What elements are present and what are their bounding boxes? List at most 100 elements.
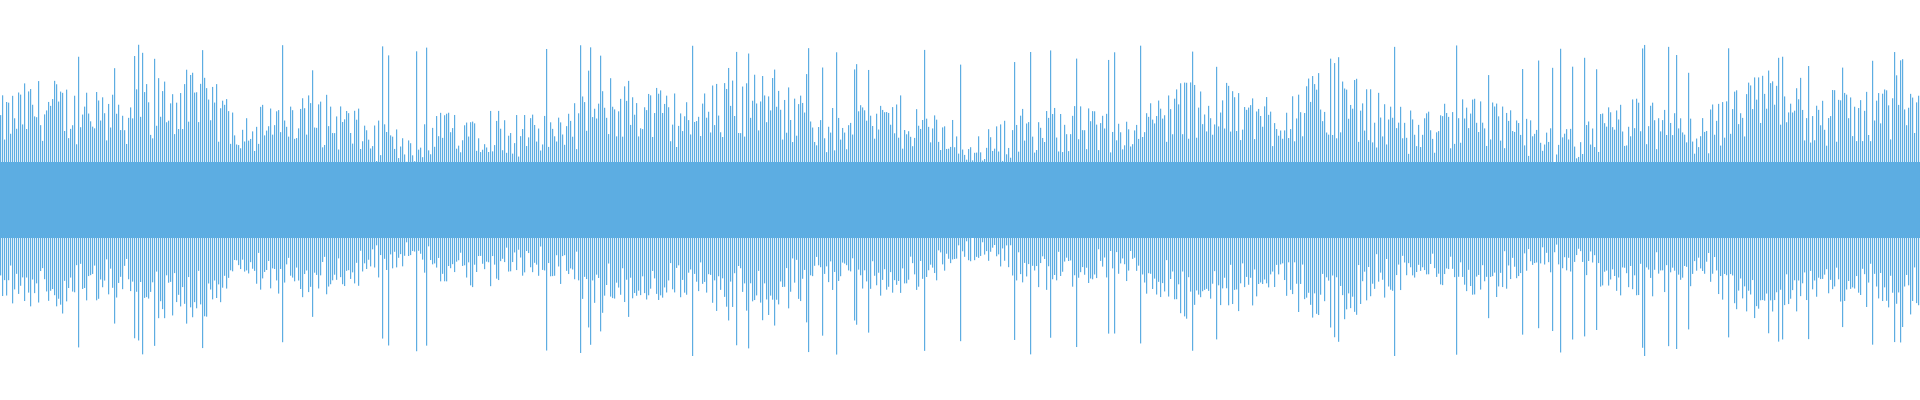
waveform-bar bbox=[454, 114, 456, 273]
waveform-bar bbox=[1016, 124, 1018, 281]
waveform-bar bbox=[1776, 85, 1778, 293]
waveform-bar bbox=[1390, 106, 1392, 290]
waveform-bar bbox=[512, 153, 514, 263]
waveform-bar bbox=[1240, 140, 1242, 284]
waveform-bar bbox=[1654, 120, 1656, 270]
waveform-bar bbox=[1412, 119, 1414, 276]
waveform-bar bbox=[258, 143, 260, 253]
waveform-bar bbox=[762, 76, 764, 321]
waveform-bar bbox=[96, 92, 98, 301]
waveform-bar bbox=[446, 113, 448, 282]
waveform-bar bbox=[48, 101, 50, 301]
waveform-bar bbox=[1316, 89, 1318, 314]
waveform-bar bbox=[1832, 89, 1834, 290]
waveform-bar bbox=[556, 141, 558, 256]
waveform-bar bbox=[326, 94, 328, 295]
waveform-bar bbox=[798, 104, 800, 299]
waveform-bar bbox=[876, 113, 878, 286]
waveform-bar bbox=[1696, 138, 1698, 271]
waveform-bar bbox=[1732, 109, 1734, 276]
waveform-bar bbox=[330, 106, 332, 285]
waveform-bar bbox=[760, 101, 762, 303]
waveform-bar bbox=[1118, 123, 1120, 274]
waveform-bar bbox=[962, 149, 964, 252]
waveform-bar bbox=[804, 112, 806, 270]
waveform-bar bbox=[946, 148, 948, 254]
waveform-bar bbox=[134, 56, 136, 339]
waveform-bar bbox=[1788, 112, 1790, 305]
waveform-bar bbox=[594, 108, 596, 303]
waveform-bar bbox=[566, 126, 568, 271]
waveform-bar bbox=[1074, 106, 1076, 276]
waveform-bar bbox=[1712, 104, 1714, 274]
waveform-bar bbox=[1728, 48, 1730, 338]
waveform-bar bbox=[356, 119, 358, 263]
waveform-bar bbox=[1022, 108, 1024, 283]
waveform-bar bbox=[794, 98, 796, 283]
waveform-bar bbox=[282, 45, 284, 343]
waveform-bar bbox=[958, 153, 960, 246]
waveform-bar bbox=[360, 149, 362, 251]
waveform-bar bbox=[1120, 132, 1122, 264]
waveform-bar bbox=[930, 142, 932, 265]
waveform-bar bbox=[6, 101, 8, 296]
waveform-bar bbox=[164, 81, 166, 319]
waveform-bar bbox=[1188, 138, 1190, 278]
waveform-bar bbox=[988, 129, 990, 261]
waveform-bar bbox=[908, 131, 910, 280]
waveform-bar bbox=[362, 141, 364, 272]
waveform-bar bbox=[1882, 93, 1884, 302]
waveform-bar bbox=[562, 134, 564, 257]
waveform-bar bbox=[4, 139, 6, 281]
waveform-bar bbox=[44, 114, 46, 280]
waveform-bar bbox=[1804, 140, 1806, 273]
waveform-bar bbox=[1816, 105, 1818, 297]
waveform-bar bbox=[1470, 113, 1472, 287]
waveform-bar bbox=[1258, 108, 1260, 285]
waveform-bar bbox=[696, 121, 698, 282]
waveform-bar bbox=[1426, 113, 1428, 275]
waveform-bar bbox=[448, 112, 450, 267]
waveform-bar bbox=[638, 136, 640, 291]
waveform-bar bbox=[350, 132, 352, 279]
waveform-bar bbox=[218, 141, 220, 285]
waveform-bar bbox=[424, 124, 426, 273]
waveform-bar bbox=[482, 149, 484, 264]
waveform-bar bbox=[1904, 109, 1906, 287]
waveform-bar bbox=[1220, 112, 1222, 306]
waveform-bar bbox=[1062, 152, 1064, 272]
waveform-bar bbox=[626, 100, 628, 280]
waveform-bar bbox=[458, 145, 460, 261]
waveform-bar bbox=[1354, 80, 1356, 312]
waveform-bar bbox=[242, 129, 244, 260]
waveform-bar bbox=[410, 143, 412, 256]
waveform-bar bbox=[384, 124, 386, 259]
waveform-bar bbox=[1528, 155, 1530, 250]
waveform-bar bbox=[1476, 122, 1478, 277]
waveform-bar bbox=[1200, 91, 1202, 298]
waveform-bar bbox=[584, 102, 586, 277]
waveform-bar bbox=[342, 121, 344, 285]
waveform-bar bbox=[1524, 145, 1526, 254]
waveform-bar bbox=[532, 114, 534, 273]
waveform-bar bbox=[1070, 134, 1072, 261]
waveform-bar bbox=[1802, 109, 1804, 284]
waveform-bar bbox=[26, 129, 28, 278]
waveform-bar bbox=[1482, 122, 1484, 266]
waveform-bar bbox=[1500, 140, 1502, 273]
waveform-bar bbox=[1214, 124, 1216, 272]
waveform-bar bbox=[1800, 77, 1802, 297]
waveform-bar bbox=[1028, 122, 1030, 265]
waveform-bar bbox=[1860, 100, 1862, 295]
waveform-bar bbox=[1116, 140, 1118, 253]
waveform-bar bbox=[1360, 110, 1362, 304]
waveform-bar bbox=[1170, 109, 1172, 279]
waveform-bar bbox=[910, 136, 912, 257]
waveform-bar bbox=[1384, 104, 1386, 298]
waveform-bar bbox=[434, 146, 436, 264]
waveform-bar bbox=[1526, 118, 1528, 271]
waveform-bar bbox=[598, 103, 600, 278]
waveform-bar bbox=[1388, 119, 1390, 287]
waveform-bar bbox=[936, 119, 938, 281]
waveform-bar bbox=[1704, 131, 1706, 274]
